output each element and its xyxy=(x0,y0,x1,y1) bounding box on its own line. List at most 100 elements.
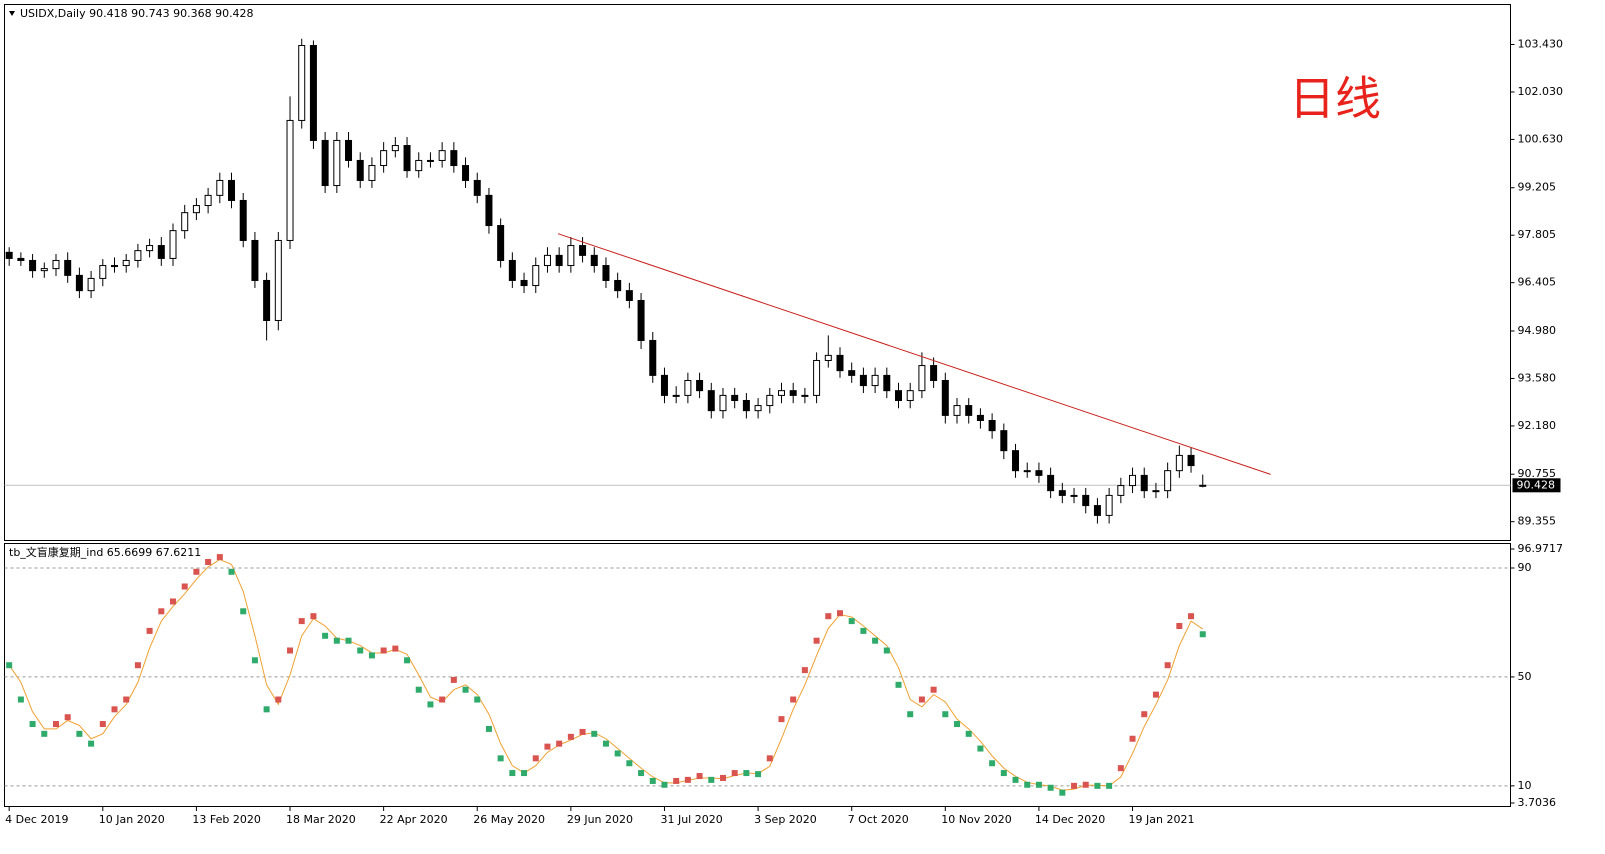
candle-body xyxy=(1164,470,1172,492)
indicator-dot xyxy=(427,701,434,708)
candle-body xyxy=(649,339,657,376)
candle-body xyxy=(157,245,165,259)
menu-arrow[interactable] xyxy=(9,11,15,16)
candle-body xyxy=(965,405,973,416)
y-tick-label: 92.180 xyxy=(1518,419,1557,432)
indicator-dot xyxy=(649,777,656,784)
indicator-dot xyxy=(825,613,832,620)
y-tick-label: 90 xyxy=(1518,561,1532,574)
indicator-dot xyxy=(521,770,528,777)
indicator-dot xyxy=(989,760,996,767)
indicator-dot xyxy=(638,770,645,777)
y-tick-label: 89.355 xyxy=(1518,515,1557,528)
indicator-dot xyxy=(357,647,364,654)
indicator-dot xyxy=(556,740,563,747)
indicator-dot xyxy=(6,662,13,669)
x-tick-label: 18 Mar 2020 xyxy=(286,813,356,826)
indicator-dot xyxy=(310,613,317,620)
candle-body xyxy=(555,254,563,267)
candle-body xyxy=(1152,490,1160,493)
candle-body xyxy=(1175,454,1183,472)
candle-body xyxy=(930,365,938,381)
candle-body xyxy=(403,145,411,172)
candle-body xyxy=(1199,484,1207,487)
indicator-dot xyxy=(146,627,153,634)
candle-body xyxy=(719,394,727,412)
candle-body xyxy=(309,45,317,141)
indicator-dot xyxy=(1059,789,1066,796)
last-price-box xyxy=(1512,478,1561,493)
indicator-dot xyxy=(240,608,247,615)
indicator-dot xyxy=(298,618,305,625)
indicator-dot xyxy=(76,730,83,737)
candle-body xyxy=(110,265,118,268)
indicator-dot xyxy=(1176,622,1183,629)
candle-body xyxy=(368,165,376,181)
candle-body xyxy=(391,145,399,152)
candle-body xyxy=(871,374,879,387)
indicator-dot xyxy=(193,568,200,575)
indicator-dot xyxy=(907,711,914,718)
candle-body xyxy=(216,179,224,196)
y-tick-label: 10 xyxy=(1518,779,1532,792)
x-tick-label: 7 Oct 2020 xyxy=(848,813,909,826)
candle-body xyxy=(731,394,739,401)
indicator-dot xyxy=(673,777,680,784)
indicator-dot xyxy=(450,676,457,683)
indicator-dot xyxy=(380,647,387,654)
indicator-dot xyxy=(708,776,715,783)
indicator-dot xyxy=(1117,765,1124,772)
indicator-dot xyxy=(99,721,106,728)
candle-body xyxy=(380,150,388,167)
y-tick-label: 93.580 xyxy=(1518,371,1557,384)
indicator-dot xyxy=(462,686,469,693)
candle-body xyxy=(696,379,704,392)
candle-body xyxy=(801,394,809,397)
indicator-dot xyxy=(602,740,609,747)
y-tick-label: 96.9717 xyxy=(1518,542,1564,555)
candle-body xyxy=(462,165,470,181)
candle-body xyxy=(274,239,282,321)
candle-body xyxy=(1047,474,1055,492)
candle-body xyxy=(777,390,785,396)
candle-body xyxy=(181,212,189,232)
indicator-dot xyxy=(1071,782,1078,789)
candle-body xyxy=(1058,490,1066,496)
candle-body xyxy=(239,199,247,241)
indicator-dot xyxy=(497,755,504,762)
indicator-dot xyxy=(205,558,212,565)
indicator-dot xyxy=(29,721,36,728)
candle-body xyxy=(40,268,48,272)
candle-body xyxy=(438,150,446,161)
indicator-dot xyxy=(123,696,130,703)
indicator-dot xyxy=(544,743,551,750)
candle-body xyxy=(567,245,575,267)
candle-body xyxy=(64,259,72,276)
candle-body xyxy=(1000,430,1008,452)
candle-body xyxy=(228,179,236,201)
indicator-dot xyxy=(755,771,762,778)
candle-body xyxy=(286,119,294,241)
indicator-dot xyxy=(778,716,785,723)
y-tick-label: 99.205 xyxy=(1518,181,1557,194)
candle-body xyxy=(953,405,961,416)
indicator-dot xyxy=(696,773,703,780)
candle-body xyxy=(169,230,177,259)
indicator-dot xyxy=(1152,691,1159,698)
y-tick-label: 97.805 xyxy=(1518,228,1557,241)
indicator-dot xyxy=(1024,781,1031,788)
indicator-dot xyxy=(743,770,750,777)
indicator-dot xyxy=(579,728,586,735)
candle-body xyxy=(1105,494,1113,516)
last-price-label: 90.428 xyxy=(1517,478,1556,491)
indicator-dot xyxy=(1199,631,1206,638)
indicator-dot xyxy=(322,632,329,639)
candle-body xyxy=(345,139,353,161)
x-tick-label: 14 Dec 2020 xyxy=(1035,813,1105,826)
indicator-dot xyxy=(883,647,890,654)
candle-body xyxy=(988,419,996,432)
indicator-dot xyxy=(930,686,937,693)
x-tick-label: 22 Apr 2020 xyxy=(380,813,448,826)
candle-body xyxy=(660,374,668,396)
